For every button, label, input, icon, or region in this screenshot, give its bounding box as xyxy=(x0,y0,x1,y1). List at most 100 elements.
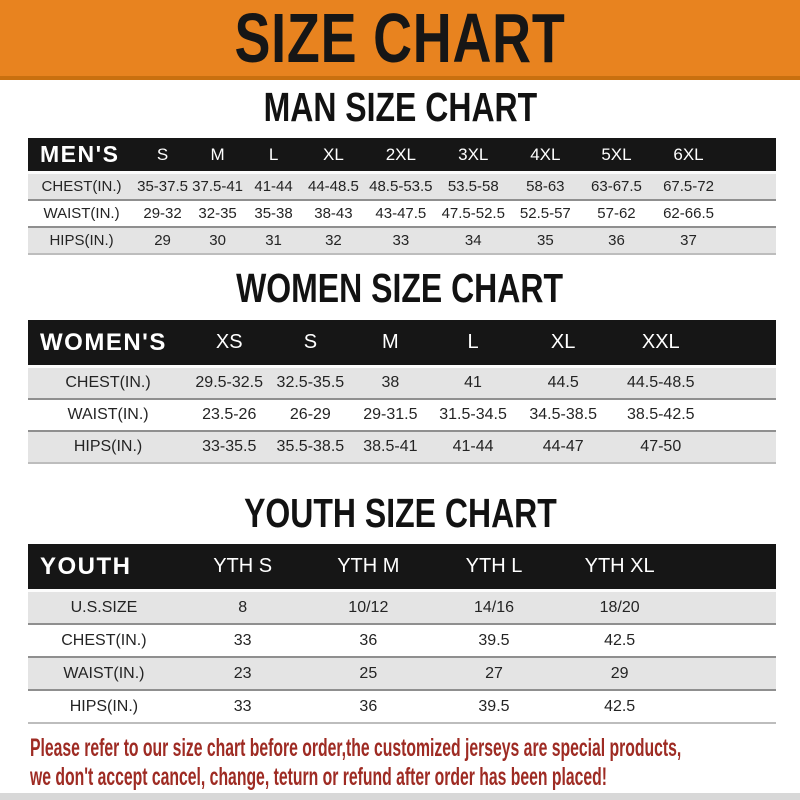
row-label: HIPS(IN.) xyxy=(69,697,139,715)
size-cell: 39.5 xyxy=(478,697,510,715)
section-womens: WOMEN SIZE CHART WOMEN'S XS S M L XL XXL CHEST(I… xyxy=(0,265,800,464)
size-cell: 48.5-53.5 xyxy=(369,178,433,195)
size-cell: 32.5-35.5 xyxy=(276,374,345,391)
row-label: WAIST(IN.) xyxy=(43,205,120,222)
size-cell: 23.5-26 xyxy=(202,406,257,423)
table-row: WAIST(IN.) 23 25 27 29 xyxy=(28,657,776,690)
row-label: CHEST(IN.) xyxy=(65,374,151,391)
column-header: YTH S xyxy=(179,544,306,591)
size-cell: 29.5-32.5 xyxy=(195,374,264,391)
size-cell: 33-35.5 xyxy=(202,438,257,455)
size-cell: 36 xyxy=(359,631,378,649)
size-cell: 27 xyxy=(485,664,503,682)
size-cell: 38-43 xyxy=(314,205,353,222)
column-header: 2XL xyxy=(364,138,437,173)
size-cell: 35-37.5 xyxy=(137,178,188,195)
size-cell: 26-29 xyxy=(289,406,331,423)
spacer-cell xyxy=(710,320,776,367)
size-cell: 14/16 xyxy=(473,598,514,616)
size-cell: 44.5 xyxy=(547,374,579,391)
size-cell: 36 xyxy=(359,697,378,715)
footer-note: Please refer to our size chart before or… xyxy=(30,734,800,792)
column-header: 5XL xyxy=(580,138,653,173)
size-cell: 29-32 xyxy=(143,205,182,222)
header-row: YOUTH YTH S YTH M YTH L YTH XL xyxy=(28,544,776,591)
size-cell: 30 xyxy=(209,232,226,249)
size-cell: 38.5-41 xyxy=(363,438,418,455)
table-corner-label: MEN'S xyxy=(28,138,136,173)
row-label: HIPS(IN.) xyxy=(49,232,114,249)
footer-line-1: Please refer to our size chart before or… xyxy=(30,734,682,762)
size-cell: 47.5-52.5 xyxy=(441,205,505,222)
section-title-text: WOMEN SIZE CHART xyxy=(236,265,564,311)
size-cell: 33 xyxy=(233,631,252,649)
column-header: XL xyxy=(302,138,365,173)
table-row: CHEST(IN.) 33 36 39.5 42.5 xyxy=(28,624,776,657)
spacer-cell xyxy=(682,690,776,723)
size-cell: 52.5-57 xyxy=(519,205,571,222)
section-title: MAN SIZE CHART xyxy=(0,84,800,130)
size-cell: 42.5 xyxy=(604,631,636,649)
section-title-text: MAN SIZE CHART xyxy=(263,84,537,130)
size-cell: 47-50 xyxy=(640,438,682,455)
size-cell: 58-63 xyxy=(526,178,565,195)
row-label: WAIST(IN.) xyxy=(67,406,149,423)
size-cell: 10/12 xyxy=(348,598,389,616)
size-cell: 33 xyxy=(233,697,252,715)
size-cell: 37.5-41 xyxy=(192,178,244,195)
spacer-cell xyxy=(725,138,776,173)
table-row: CHEST(IN.) 35-37.5 37.5-41 41-44 44-48.5 48.5… xyxy=(28,172,776,201)
size-cell: 34 xyxy=(464,232,482,249)
table-row: HIPS(IN.) 33-35.5 35.5-38.5 38.5-41 41-44 44-… xyxy=(28,431,776,463)
table-row: U.S.SIZE 8 10/12 14/16 18/20 xyxy=(28,590,776,625)
column-header: S xyxy=(270,320,351,367)
column-header: YTH M xyxy=(305,544,432,591)
banner-title: SIZE CHART xyxy=(234,0,566,77)
size-cell: 29 xyxy=(154,232,171,249)
size-cell: 38.5-42.5 xyxy=(626,406,695,423)
size-cell: 18/20 xyxy=(599,598,640,616)
size-cell: 37 xyxy=(680,232,697,249)
spacer-cell xyxy=(711,367,776,400)
size-table: MEN'S S M L XL 2XL 3XL 4XL 5XL 6XL CHEST(IN.) 35-37… xyxy=(28,138,776,255)
size-chart-banner: SIZE CHART xyxy=(0,0,800,80)
size-cell: 35.5-38.5 xyxy=(276,438,345,455)
size-cell: 36 xyxy=(608,232,625,249)
size-cell: 63-67.5 xyxy=(591,178,642,195)
spacer-cell xyxy=(682,591,776,625)
size-cell: 44.5-48.5 xyxy=(626,374,695,391)
column-header: XXL xyxy=(610,320,711,367)
column-header: M xyxy=(350,320,431,367)
column-header: 3XL xyxy=(436,138,510,173)
spacer-cell xyxy=(711,431,776,463)
row-label: WAIST(IN.) xyxy=(63,664,145,682)
row-label: U.S.SIZE xyxy=(70,598,138,616)
size-cell: 44-47 xyxy=(542,438,584,455)
column-header: L xyxy=(430,320,516,367)
size-cell: 32-35 xyxy=(198,205,237,222)
size-chart-sections: MAN SIZE CHART MEN'S S M L XL 2XL 3XL 4XL 5XL 6XL C… xyxy=(0,84,800,724)
row-label: CHEST(IN.) xyxy=(61,631,147,649)
table-row: HIPS(IN.) 29 30 31 32 33 34 35 36 37 xyxy=(28,227,776,254)
column-header: XL xyxy=(515,320,611,367)
column-header: XS xyxy=(188,320,271,367)
header-row: WOMEN'S XS S M L XL XXL xyxy=(28,320,776,367)
table-row: HIPS(IN.) 33 36 39.5 42.5 xyxy=(28,690,776,723)
spacer-cell xyxy=(682,624,776,657)
size-table: YOUTH YTH S YTH M YTH L YTH XL U.S.SIZE 8 10/12… xyxy=(28,544,776,724)
column-header: YTH XL xyxy=(556,544,683,591)
size-cell: 35-38 xyxy=(254,205,293,222)
spacer-cell xyxy=(725,173,776,201)
spacer-cell xyxy=(725,227,776,254)
column-header: YTH L xyxy=(431,544,557,591)
size-cell: 53.5-58 xyxy=(447,178,499,195)
size-cell: 31 xyxy=(265,232,282,249)
table-row: CHEST(IN.) 29.5-32.5 32.5-35.5 38 41 44.5 44.5… xyxy=(28,366,776,400)
section-mens: MAN SIZE CHART MEN'S S M L XL 2XL 3XL 4XL 5XL 6XL C… xyxy=(0,84,800,255)
spacer-cell xyxy=(682,544,776,591)
section-title: YOUTH SIZE CHART xyxy=(0,493,800,534)
section-title: WOMEN SIZE CHART xyxy=(0,265,800,311)
table-corner-label: YOUTH xyxy=(28,544,180,591)
spacer-cell xyxy=(711,399,776,431)
size-cell: 39.5 xyxy=(478,631,510,649)
